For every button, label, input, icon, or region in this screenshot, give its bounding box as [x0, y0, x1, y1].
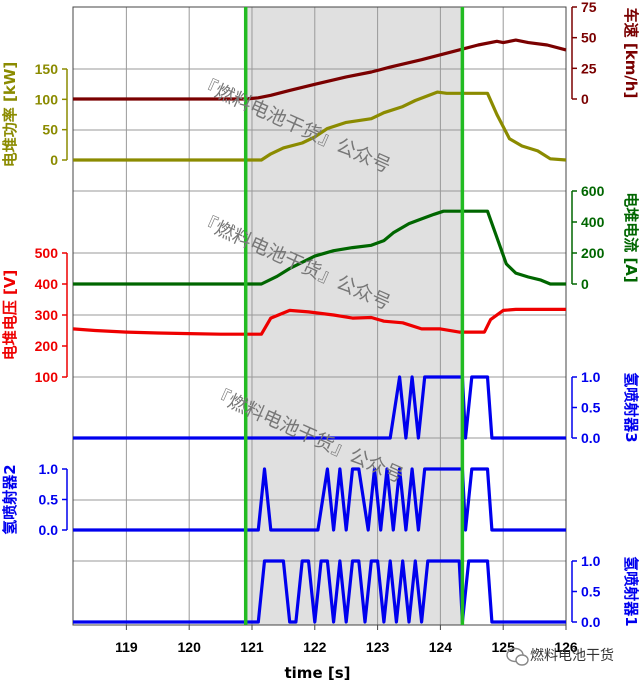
current-tick-label: 600 [581, 183, 605, 199]
speed-series-line [73, 38, 567, 101]
speed-tick-label: 0 [581, 91, 589, 107]
power-tick-label: 100 [35, 91, 59, 107]
voltage-tick-label: 500 [35, 245, 59, 261]
voltage-tick-label: 400 [35, 276, 59, 292]
x-tick-label: 119 [115, 639, 138, 655]
h2inj1-series-line [73, 559, 566, 624]
x-tick-label: 122 [303, 639, 327, 655]
h2inj1-axis-label: 氢喷射器1 [622, 556, 639, 626]
h2inj3-tick-label: 1.0 [581, 369, 601, 385]
h2inj3-axis: 0.0 0.5 1.0 氢喷射器3 [571, 369, 639, 446]
h2inj3-tick-label: 0.5 [581, 400, 601, 416]
x-tick-label: 123 [366, 639, 390, 655]
h2inj1-tick-label: 1.0 [581, 553, 601, 569]
x-axis: 119 120 121 122 123 124 125 126 time [s] [115, 625, 578, 682]
h2inj2-axis: 0.0 0.5 1.0 氢喷射器2 [1, 461, 68, 538]
current-axis: 0 200 400 600 电堆电流 [A] [571, 183, 639, 292]
speed-tick-label: 50 [581, 30, 597, 46]
current-tick-label: 400 [581, 214, 605, 230]
x-tick-label: 125 [492, 639, 516, 655]
h2inj3-series-line [73, 375, 566, 440]
h2inj2-tick-label: 0.0 [39, 522, 59, 538]
h2inj2-axis-label: 氢喷射器2 [1, 464, 19, 534]
voltage-axis: 100 200 300 400 500 电堆电压 [V] [1, 245, 68, 385]
speed-axis: 0 25 50 75 车速 [km/h] [571, 0, 639, 107]
wechat-brand: 燃料电池干货 [506, 647, 614, 666]
voltage-series-line [72, 307, 566, 336]
h2inj2-tick-label: 0.5 [39, 492, 59, 508]
power-tick-label: 0 [50, 152, 58, 168]
h2inj1-axis: 0.0 0.5 1.0 氢喷射器1 [571, 553, 639, 630]
h2inj3-axis-label: 氢喷射器3 [622, 372, 639, 442]
x-tick-label: 124 [429, 639, 453, 655]
h2inj1-tick-label: 0.0 [581, 614, 601, 630]
power-tick-label: 150 [35, 61, 59, 77]
power-tick-label: 50 [42, 122, 58, 138]
h2inj2-tick-label: 1.0 [39, 461, 59, 477]
voltage-axis-label: 电堆电压 [V] [1, 270, 19, 361]
highlight-window [245, 7, 463, 625]
speed-tick-label: 25 [581, 60, 597, 76]
voltage-tick-label: 200 [35, 338, 59, 354]
wechat-icon [506, 647, 529, 666]
current-axis-label: 电堆电流 [A] [622, 192, 639, 283]
h2inj1-tick-label: 0.5 [581, 584, 601, 600]
power-series-line [73, 90, 567, 162]
voltage-tick-label: 100 [35, 369, 59, 385]
speed-axis-label: 车速 [km/h] [622, 8, 639, 99]
current-tick-label: 0 [581, 276, 589, 292]
power-axis: 0 50 100 150 电堆功率 [kW] [1, 61, 68, 168]
plot-border [72, 6, 567, 626]
x-tick-label: 126 [554, 639, 578, 655]
x-axis-label: time [s] [285, 664, 351, 682]
current-tick-label: 200 [581, 245, 605, 261]
x-tick-label: 120 [178, 639, 202, 655]
current-series-line [73, 209, 566, 286]
x-tick-label: 121 [240, 639, 264, 655]
brand-label: 燃料电池干货 [530, 647, 614, 664]
voltage-tick-label: 300 [35, 307, 59, 323]
power-axis-label: 电堆功率 [kW] [1, 62, 19, 167]
h2inj3-tick-label: 0.0 [581, 430, 601, 446]
speed-tick-label: 75 [581, 0, 597, 15]
